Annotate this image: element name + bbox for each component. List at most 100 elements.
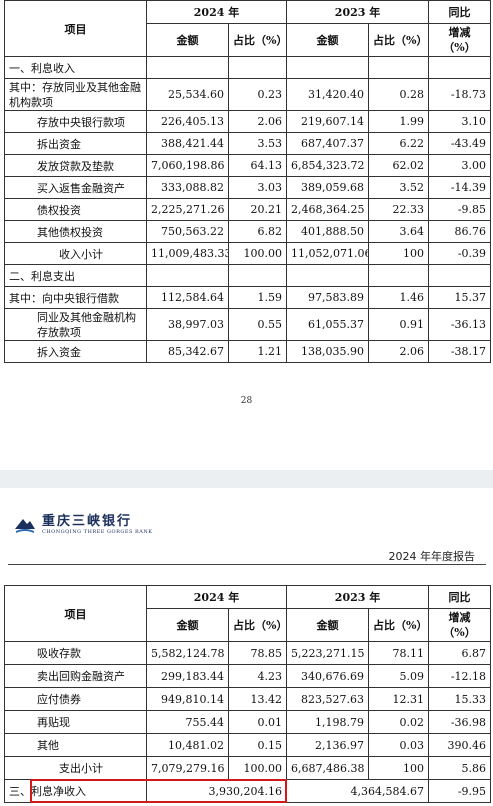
- amount-2024-cell: 7,060,198.86: [146, 154, 229, 177]
- ratio-2023-cell: 3.64: [368, 220, 430, 243]
- ratio-2023-cell: 0.03: [368, 733, 430, 757]
- ratio-2023-cell: 6.22: [368, 132, 430, 155]
- table-row: 买入返售金融资产 333,088.82 3.03 389,059.68 3.52 -14.…: [4, 176, 492, 199]
- ratio-2024-cell: 4.23: [227, 664, 288, 688]
- row-label-cell: 应付债券: [4, 687, 147, 711]
- ratio-2023-cell: 1.99: [368, 110, 430, 133]
- change-cell: -14.39: [428, 176, 492, 199]
- amount-2023-cell: 61,055.37: [286, 308, 370, 341]
- amount-2024-cell: 3,930,204.16: [145, 779, 288, 803]
- change-cell: [428, 56, 492, 79]
- ratio-2023-cell: [368, 56, 430, 79]
- row-label-cell: 三、利息净收入: [4, 779, 147, 803]
- header-change: 增减 （%）: [428, 23, 492, 57]
- ratio-2023-cell: 62.02: [368, 154, 430, 177]
- row-label-cell: 同业及其他金融机构存放款项: [4, 308, 147, 341]
- bank-name-en: CHONGQING THREE GORGES BANK: [42, 528, 153, 535]
- amount-2024-cell: 226,405.13: [146, 110, 229, 133]
- report-title: 2024 年年度报告: [388, 550, 476, 563]
- amount-2024-cell: 112,584.64: [146, 286, 229, 309]
- amount-2023-cell: 401,888.50: [286, 220, 370, 243]
- change-cell: 5.86: [428, 756, 492, 780]
- header-divider: [8, 564, 486, 565]
- table-row: 卖出回购金融资产 299,183.44 4.23 340,676.69 5.09 -12.…: [4, 664, 492, 688]
- row-prefix: 其中：: [9, 291, 42, 305]
- ratio-2023-cell: 22.33: [368, 198, 430, 221]
- row-label-cell: 一、利息收入: [4, 56, 147, 79]
- interest-expense-table: 项目 2024 年 2023 年 同比 金额 占比（%） 金额 占比（%） 增减…: [4, 585, 492, 803]
- ratio-2024-cell: 3.53: [227, 132, 288, 155]
- table-body: 一、利息收入 其中：存放同业及其他金融机构款项 25,534.60 0.23 31,42…: [4, 56, 492, 363]
- section-row: 二、利息支出: [4, 264, 492, 287]
- change-cell: 15.33: [428, 687, 492, 711]
- row-label-cell: 其他: [4, 733, 147, 757]
- amount-2023-cell: 2,468,364.25: [286, 198, 370, 221]
- amount-2024-cell: 333,088.82: [146, 176, 229, 199]
- header-yoy: 同比: [428, 0, 492, 24]
- amount-2023-cell: 4,364,584.67: [286, 779, 430, 803]
- table-row: 拆入资金 85,342.67 1.21 138,035.90 2.06 -38.17: [4, 340, 492, 363]
- row-label-cell: 发放贷款及垫款: [4, 154, 147, 177]
- header-amount-2023: 金额: [286, 23, 370, 57]
- bank-logo-icon: [15, 519, 35, 533]
- amount-2024-cell: [146, 264, 229, 287]
- row-label: 存放中央银行款项: [37, 115, 125, 129]
- header-change-unit: （%）: [443, 41, 476, 54]
- ratio-2024-cell: 2.06: [227, 110, 288, 133]
- amount-2024-cell: 38,997.03: [146, 308, 229, 341]
- page-separator: [0, 470, 493, 488]
- row-label: 其他: [37, 739, 59, 752]
- header-2024: 2024 年: [145, 585, 288, 609]
- amount-2024-cell: 2,225,271.26: [146, 198, 229, 221]
- amount-2023-cell: 97,583.89: [286, 286, 370, 309]
- ratio-2024-cell: 0.01: [227, 710, 288, 734]
- amount-2023-cell: 219,607.14: [286, 110, 370, 133]
- header-item: 项目: [4, 585, 147, 642]
- change-cell: -36.13: [428, 308, 492, 341]
- header-change: 增减 （%）: [428, 608, 492, 642]
- ratio-2023-cell: 12.31: [368, 687, 430, 711]
- row-label-cell: 拆出资金: [4, 132, 147, 155]
- ratio-2023-cell: 0.91: [368, 308, 430, 341]
- ratio-2023-cell: 0.28: [368, 78, 430, 111]
- ratio-2023-cell: 100: [368, 242, 430, 265]
- row-label-cell: 买入返售金融资产: [4, 176, 147, 199]
- amount-2024-cell: 7,079,279.16: [146, 756, 229, 780]
- ratio-2024-cell: 20.21: [227, 198, 288, 221]
- amount-2023-cell: 31,420.40: [286, 78, 370, 111]
- header-ratio-2023: 占比（%）: [368, 608, 430, 642]
- row-label: 二、利息支出: [9, 269, 75, 283]
- ratio-2024-cell: 0.15: [227, 733, 288, 757]
- row-label-cell: 吸收存款: [4, 641, 147, 665]
- table-body: 吸收存款 5,582,124.78 78.85 5,223,271.15 78.11 6.…: [4, 641, 492, 803]
- header-ratio-2023: 占比（%）: [368, 23, 430, 57]
- row-label: 买入返售金融资产: [37, 181, 125, 195]
- bank-name-cn: 重庆三峡银行: [42, 513, 133, 529]
- change-cell: -43.49: [428, 132, 492, 155]
- ratio-2024-cell: 1.21: [227, 340, 288, 363]
- change-cell: -38.17: [428, 340, 492, 363]
- ratio-2024-cell: 100.00: [227, 756, 288, 780]
- row-label-cell: 其他债权投资: [4, 220, 147, 243]
- change-cell: 3.00: [428, 154, 492, 177]
- change-cell: -9.95: [428, 779, 492, 803]
- amount-2024-cell: 10,481.02: [146, 733, 229, 757]
- ratio-2023-cell: 3.52: [368, 176, 430, 199]
- table-row: 吸收存款 5,582,124.78 78.85 5,223,271.15 78.11 6.…: [4, 641, 492, 665]
- header-change-label: 增减: [448, 611, 471, 624]
- change-cell: -18.73: [428, 78, 492, 111]
- change-cell: 390.46: [428, 733, 492, 757]
- table-row: 再贴现 755.44 0.01 1,198.79 0.02 -36.98: [4, 710, 492, 734]
- row-label-cell: 其中：存放同业及其他金融机构款项: [4, 78, 147, 111]
- amount-2023-cell: 389,059.68: [286, 176, 370, 199]
- amount-2023-cell: [286, 264, 370, 287]
- row-label: 同业及其他金融机构存放款项: [37, 310, 136, 339]
- section-row: 一、利息收入: [4, 56, 492, 79]
- table-row: 其中：向中央银行借款 112,584.64 1.59 97,583.89 1.46 15.…: [4, 286, 492, 309]
- header-2023: 2023 年: [286, 0, 430, 24]
- row-label: 卖出回购金融资产: [37, 670, 125, 683]
- ratio-2023-cell: 100: [368, 756, 430, 780]
- table-header-row: 项目 2024 年 2023 年 同比: [4, 0, 492, 57]
- header-ratio-2024: 占比（%）: [227, 608, 288, 642]
- row-label: 拆出资金: [37, 137, 81, 151]
